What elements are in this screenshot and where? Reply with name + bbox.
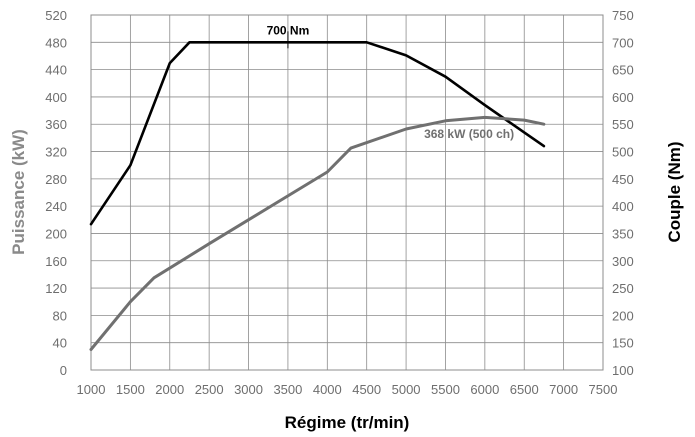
- y-left-axis-title: Puissance (kW): [9, 129, 28, 255]
- y-right-axis-title: Couple (Nm): [665, 141, 684, 242]
- y-right-tick-label: 400: [612, 199, 634, 214]
- torque-line: [89, 40, 546, 226]
- x-tick-label: 3500: [273, 382, 302, 397]
- x-tick-label: 4500: [352, 382, 381, 397]
- y-right-tick-label: 250: [612, 281, 634, 296]
- y-left-tick-label: 440: [45, 63, 67, 78]
- y-right-tick-label: 300: [612, 254, 634, 269]
- y-left-tick-label: 120: [45, 281, 67, 296]
- x-tick-label: 3000: [234, 382, 263, 397]
- y-left-tick-labels: 0 40 80 120 160 200 240 280 320 360 400 440 480 520: [45, 8, 67, 378]
- x-tick-label: 2500: [195, 382, 224, 397]
- x-tick-labels: 1000 1500 2000 2500 3000 3500 4000 4500 5000 5500…: [77, 382, 618, 397]
- y-right-tick-label: 350: [612, 226, 634, 241]
- x-tick-label: 5500: [431, 382, 460, 397]
- x-tick-label: 4000: [313, 382, 342, 397]
- plot-frame: [90, 14, 604, 371]
- y-left-tick-label: 200: [45, 226, 67, 241]
- y-left-tick-label: 160: [45, 254, 67, 269]
- x-tick-label: 1500: [116, 382, 145, 397]
- x-tick-label: 6000: [470, 382, 499, 397]
- series: [89, 40, 546, 351]
- x-tick-label: 1000: [77, 382, 106, 397]
- x-tick-label: 7500: [589, 382, 618, 397]
- y-right-tick-label: 550: [612, 117, 634, 132]
- y-left-tick-label: 360: [45, 117, 67, 132]
- annotation-torque-max: 700 Nm: [267, 23, 310, 37]
- y-right-tick-label: 700: [612, 35, 634, 50]
- y-left-tick-label: 480: [45, 35, 67, 50]
- y-left-tick-label: 40: [53, 336, 67, 351]
- x-tick-label: 5000: [392, 382, 421, 397]
- x-tick-label: 6500: [510, 382, 539, 397]
- power-line: [89, 115, 546, 351]
- y-left-tick-label: 320: [45, 145, 67, 160]
- y-right-tick-label: 750: [612, 8, 634, 23]
- y-right-tick-label: 500: [612, 145, 634, 160]
- annotations: 700 Nm 368 kW (500 ch): [267, 23, 515, 141]
- y-left-tick-label: 400: [45, 90, 67, 105]
- y-right-tick-label: 150: [612, 336, 634, 351]
- y-left-tick-label: 80: [53, 308, 67, 323]
- y-left-tick-label: 520: [45, 8, 67, 23]
- y-left-tick-label: 0: [60, 363, 67, 378]
- y-left-tick-label: 240: [45, 199, 67, 214]
- y-right-tick-labels: 100 150 200 250 300 350 400 450 500 550 600 650 700 7…: [612, 8, 634, 378]
- x-axis-title: Régime (tr/min): [285, 413, 410, 432]
- y-left-tick-label: 280: [45, 172, 67, 187]
- y-right-tick-label: 650: [612, 63, 634, 78]
- x-tick-label: 2000: [155, 382, 184, 397]
- y-right-tick-label: 100: [612, 363, 634, 378]
- y-right-tick-label: 200: [612, 308, 634, 323]
- annotation-power-max: 368 kW (500 ch): [424, 127, 514, 141]
- y-right-tick-label: 450: [612, 172, 634, 187]
- y-right-tick-label: 600: [612, 90, 634, 105]
- x-tick-label: 7000: [549, 382, 578, 397]
